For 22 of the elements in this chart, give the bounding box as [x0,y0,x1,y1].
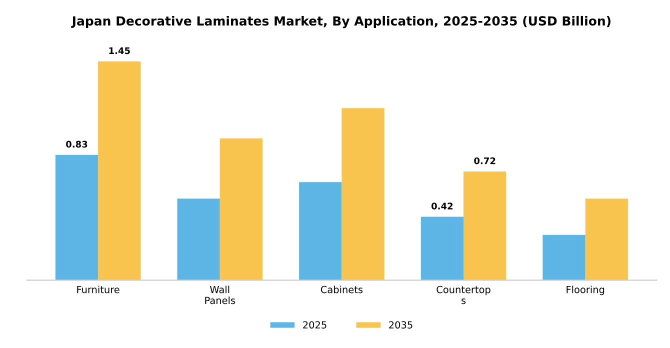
x-tick-label: Furniture [77,286,120,294]
data-label: 0.83 [66,140,88,148]
x-tick-label: Flooring [566,286,604,296]
data-label: 1.45 [109,47,130,54]
legend-label: 2025 [303,321,326,329]
x-tick-label: Cabinets [320,286,363,294]
bar [299,182,342,280]
x-tick-label: Countertop s [436,286,490,304]
data-label: 0.72 [474,157,496,164]
bar [342,108,384,280]
bar [220,138,263,280]
x-tick-label: Wall Panels [205,286,236,304]
bar [585,198,628,280]
bar [464,172,506,280]
bar [177,198,220,280]
data-label: 0.42 [431,202,453,210]
bar [55,154,98,280]
chart-title: Japan Decorative Laminates Market, By Application, 2025-2035 (USD Billion) [71,16,610,28]
legend-label: 2035 [389,321,412,329]
bar [98,61,141,280]
bar [542,234,586,280]
bar [420,216,464,280]
